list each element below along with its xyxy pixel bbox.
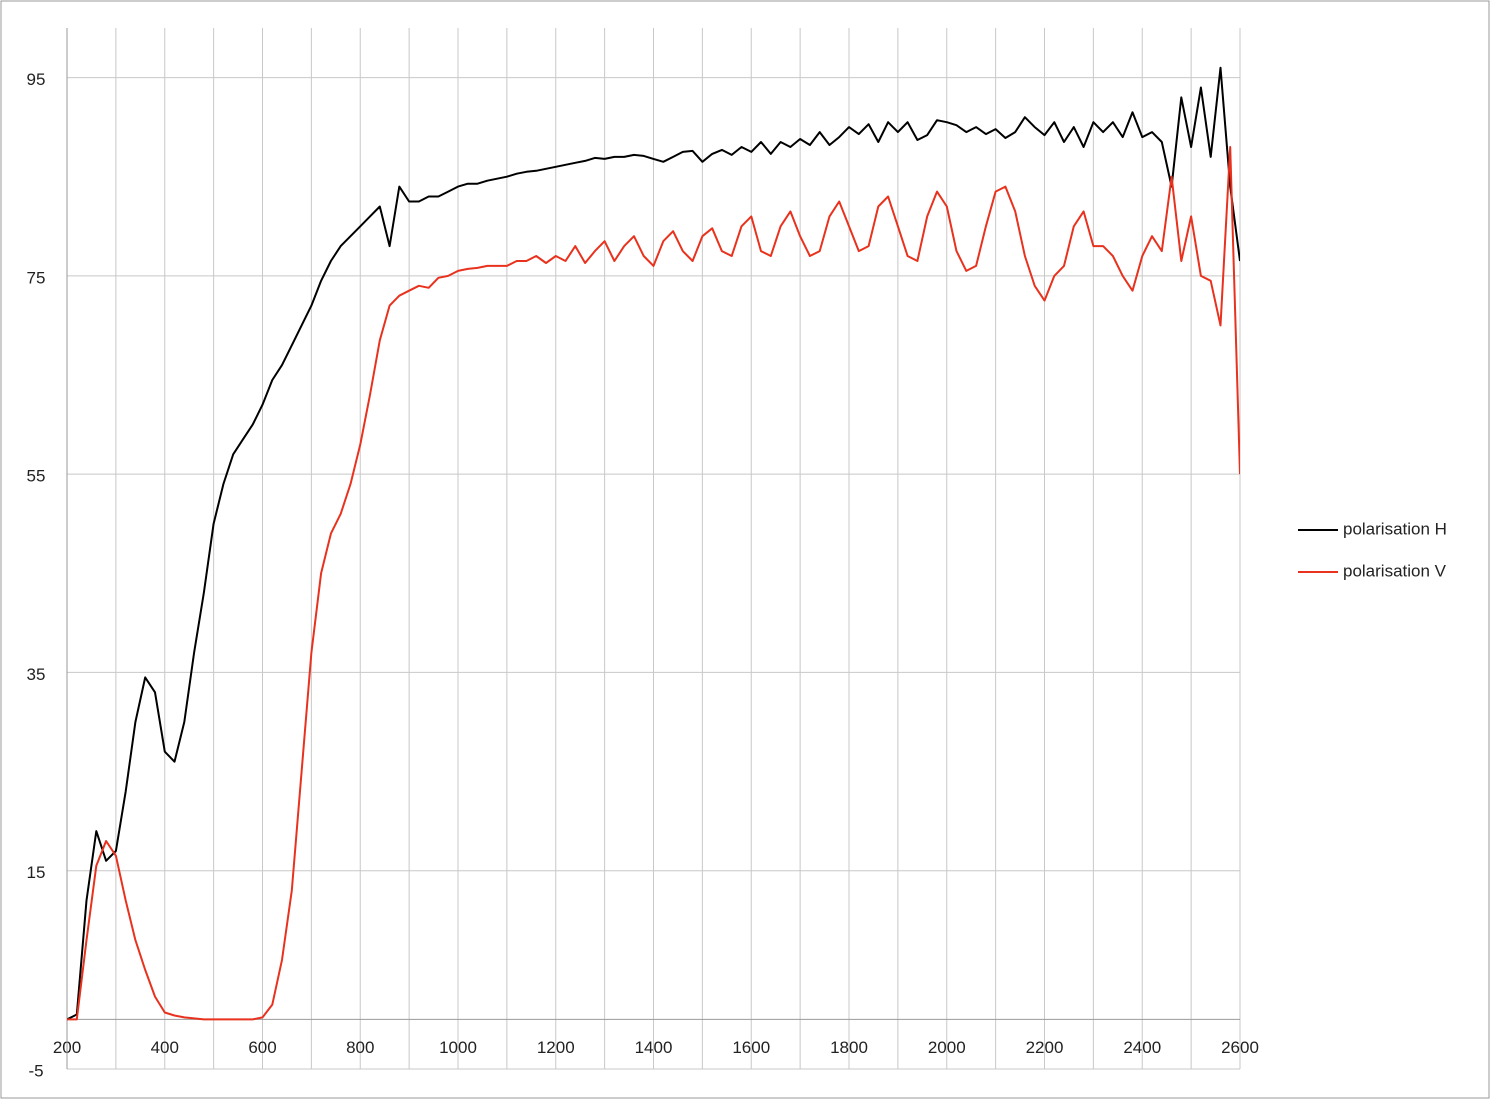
data-line	[67, 146, 1240, 1021]
x-tick-label: 800	[346, 1038, 374, 1057]
y-tick-label: 55	[27, 467, 46, 486]
plot-area	[67, 66, 1240, 1021]
x-tick-label: 2400	[1123, 1038, 1161, 1057]
x-tick-label: 1400	[635, 1038, 673, 1057]
data-line	[67, 66, 1240, 1021]
x-tick-label: 1200	[537, 1038, 575, 1057]
y-tick-label: 15	[27, 863, 46, 882]
x-tick-label: 600	[248, 1038, 276, 1057]
x-tick-label: 1600	[732, 1038, 770, 1057]
x-tick-label: 1800	[830, 1038, 868, 1057]
legend-label: polarisation H	[1343, 519, 1447, 538]
legend-label: polarisation V	[1343, 561, 1447, 580]
y-tick-label: 35	[27, 665, 46, 684]
x-tick-label: 400	[151, 1038, 179, 1057]
x-tick-label: 2200	[1026, 1038, 1064, 1057]
x-tick-label: 2000	[928, 1038, 966, 1057]
x-tick-label: 2600	[1221, 1038, 1259, 1057]
y-tick-label: -5	[28, 1061, 43, 1080]
y-tick-label: 75	[27, 268, 46, 287]
y-tick-label: 95	[27, 70, 46, 89]
x-tick-label: 1000	[439, 1038, 477, 1057]
